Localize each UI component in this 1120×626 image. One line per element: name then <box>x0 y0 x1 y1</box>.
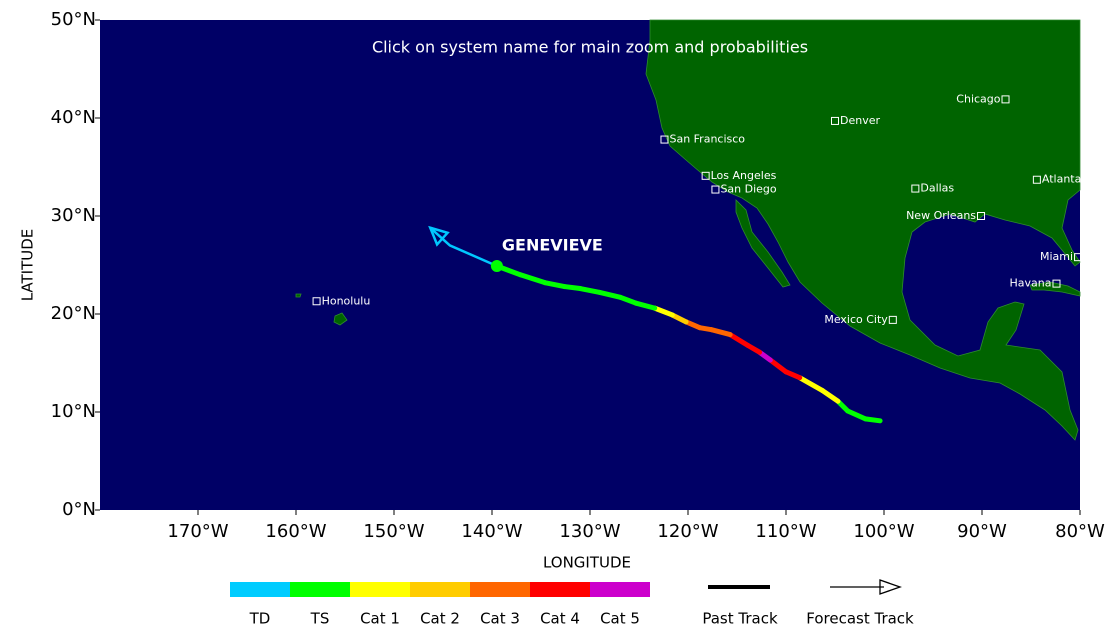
x-tick-label: 140°W <box>461 521 522 542</box>
city-marker <box>701 171 710 180</box>
past-track-segment <box>709 327 733 338</box>
city-marker <box>888 315 897 324</box>
baja-california <box>735 199 791 288</box>
forecast-arrowhead <box>428 225 450 247</box>
legend-label: Cat 4 <box>540 610 580 626</box>
hawaii-island <box>333 312 348 326</box>
city-label: Denver <box>840 114 880 127</box>
past-track-segment <box>767 357 789 375</box>
north-america <box>645 19 1081 441</box>
x-tick-label: 80°W <box>1055 521 1105 542</box>
city-marker <box>711 185 720 194</box>
land <box>295 19 1081 441</box>
x-tick-label: 90°W <box>957 521 1007 542</box>
city-label: Havana <box>1009 277 1051 290</box>
x-tick-label: 120°W <box>657 521 718 542</box>
legend-swatch <box>230 582 290 597</box>
past-track-segment <box>577 286 603 295</box>
x-tick-label: 110°W <box>755 521 816 542</box>
city-marker <box>1052 279 1061 288</box>
past-track-segment <box>597 289 623 300</box>
forecast-track <box>429 226 498 268</box>
past-track-segment <box>562 284 583 292</box>
past-track-segment <box>633 300 658 311</box>
legend-swatch <box>290 582 350 597</box>
legend-swatch <box>530 582 590 597</box>
annotation: Click on system name for main zoom and p… <box>372 38 808 57</box>
past-track-segment <box>652 305 675 318</box>
storm-name[interactable]: GENEVIEVE <box>502 235 603 254</box>
past-track-segment <box>819 387 841 404</box>
city-label: New Orleans <box>906 209 976 222</box>
past-track-segment <box>845 408 868 422</box>
x-tick-label: 150°W <box>363 521 424 542</box>
y-tick-label: 30°N <box>51 205 96 226</box>
past-track-segment <box>669 312 689 325</box>
city-marker <box>977 212 986 220</box>
city-label: Los Angeles <box>711 169 777 182</box>
y-tick-label: 0°N <box>62 499 96 520</box>
city-marker <box>1074 253 1083 262</box>
y-tick-label: 40°N <box>51 107 96 128</box>
past-track-segment <box>542 280 568 290</box>
x-tick-label: 100°W <box>853 521 914 542</box>
city-label: Atlanta <box>1042 173 1081 186</box>
x-axis-label: LONGITUDE <box>543 554 631 572</box>
legend-swatch <box>410 582 470 597</box>
y-axis-label: LATITUDE <box>19 229 37 302</box>
legend-label: TD <box>249 610 271 626</box>
cuba <box>1029 281 1081 297</box>
legend-label: Cat 5 <box>600 610 640 626</box>
legend-label: TS <box>310 610 330 626</box>
city-label: Chicago <box>956 92 1000 105</box>
past-track-segment <box>517 272 548 286</box>
city-label: San Diego <box>720 183 776 196</box>
kauai <box>295 293 302 298</box>
x-tick-label: 160°W <box>265 521 326 542</box>
y-tick-label: 20°N <box>51 303 96 324</box>
past-track-segment <box>797 375 825 393</box>
city-marker <box>312 297 321 306</box>
forecast-arrow-symbol <box>879 579 902 595</box>
city-marker <box>831 116 839 125</box>
x-tick-label: 170°W <box>167 521 228 542</box>
current-position <box>490 259 503 272</box>
legend-swatch <box>350 582 410 597</box>
legend-label: Cat 3 <box>480 610 520 626</box>
legend-past-track: Past Track <box>702 610 778 626</box>
past-track-segment <box>727 332 751 348</box>
city-label: Dallas <box>920 182 954 195</box>
city-label: Miami <box>1040 250 1073 263</box>
y-tick-label: 50°N <box>51 9 96 30</box>
city-label: Mexico City <box>824 313 888 326</box>
city-marker <box>1032 175 1041 184</box>
legend-forecast-track: Forecast Track <box>806 610 914 626</box>
city-marker <box>1001 95 1010 104</box>
legend-swatch <box>470 582 530 597</box>
y-tick-label: 10°N <box>51 401 96 422</box>
x-tick-label: 130°W <box>559 521 620 542</box>
city-marker <box>911 184 920 193</box>
city-marker <box>660 135 669 144</box>
city-label: Honolulu <box>322 294 371 307</box>
legend-label: Cat 1 <box>360 610 400 626</box>
legend-label: Cat 2 <box>420 610 460 626</box>
past-track-segment <box>617 294 639 306</box>
city-label: San Francisco <box>669 133 745 146</box>
legend-swatch <box>590 582 650 597</box>
